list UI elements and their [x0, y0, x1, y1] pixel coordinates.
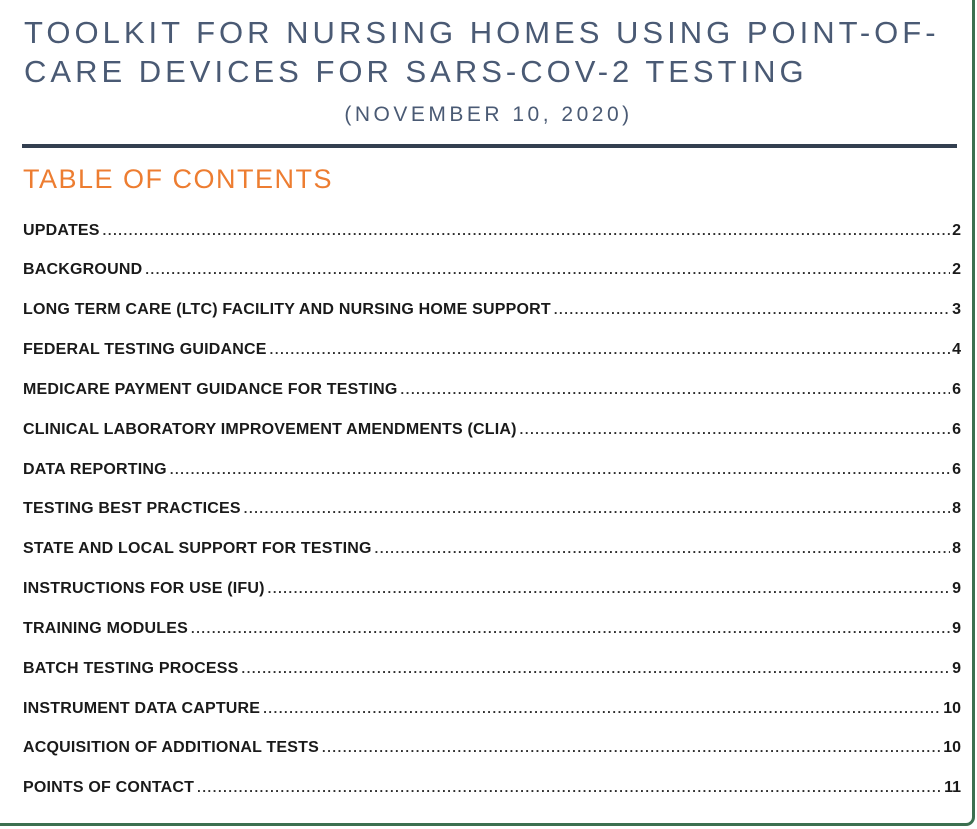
toc-dot-leader: ........................................…	[321, 740, 941, 756]
toc-entry-page: 10	[943, 739, 961, 757]
toc-entry-label: BACKGROUND	[23, 261, 143, 279]
toc-entry-label: TESTING BEST PRACTICES	[23, 500, 241, 518]
toc-entry-page: 10	[943, 699, 961, 717]
toc-entry-page: 8	[952, 540, 961, 558]
document-title: TOOLKIT FOR NURSING HOMES USING POINT-OF…	[24, 13, 961, 91]
toc-entry[interactable]: FEDERAL TESTING GUIDANCE ...............…	[23, 330, 961, 370]
toc-dot-leader: ........................................…	[102, 222, 950, 238]
toc-entry[interactable]: BATCH TESTING PROCESS ..................…	[23, 649, 961, 689]
toc-entry[interactable]: INSTRUCTIONS FOR USE (IFU) .............…	[23, 569, 961, 609]
toc-entry-label: TRAINING MODULES	[23, 619, 188, 637]
toc-entry-label: ACQUISITION OF ADDITIONAL TESTS	[23, 739, 319, 757]
toc-dot-leader: ........................................…	[190, 620, 951, 636]
toc-entry-label: UPDATES	[23, 221, 100, 239]
toc-entry-label: INSTRUCTIONS FOR USE (IFU)	[23, 580, 265, 598]
toc-entry[interactable]: TESTING BEST PRACTICES .................…	[23, 489, 961, 529]
toc-dot-leader: ........................................…	[241, 660, 951, 676]
toc-entry-label: STATE AND LOCAL SUPPORT FOR TESTING	[23, 540, 372, 558]
toc-dot-leader: ........................................…	[197, 780, 943, 796]
document-title-line-1: TOOLKIT FOR NURSING HOMES USING POINT-OF…	[24, 15, 940, 50]
toc-dot-leader: ........................................…	[263, 700, 941, 716]
toc-entry[interactable]: MEDICARE PAYMENT GUIDANCE FOR TESTING ..…	[23, 370, 961, 410]
toc-heading: TABLE OF CONTENTS	[23, 163, 334, 194]
toc-entry-label: LONG TERM CARE (LTC) FACILITY AND NURSIN…	[23, 301, 551, 319]
table-of-contents: UPDATES ................................…	[23, 211, 961, 809]
toc-entry-page: 2	[952, 221, 961, 239]
toc-dot-leader: ........................................…	[519, 421, 950, 437]
document-date-subtitle: (NOVEMBER 10, 2020)	[344, 103, 633, 126]
toc-entry-page: 6	[952, 460, 961, 478]
toc-entry-label: POINTS OF CONTACT	[23, 779, 195, 797]
toc-dot-leader: ........................................…	[243, 501, 950, 517]
toc-entry-label: FEDERAL TESTING GUIDANCE	[23, 341, 267, 359]
toc-dot-leader: ........................................…	[553, 302, 950, 318]
toc-entry-page: 11	[944, 779, 961, 797]
toc-entry[interactable]: UPDATES ................................…	[23, 211, 961, 251]
toc-entry[interactable]: ACQUISITION OF ADDITIONAL TESTS ........…	[23, 728, 961, 768]
toc-dot-leader: ........................................…	[169, 461, 951, 477]
toc-entry-page: 8	[952, 500, 961, 518]
toc-entry[interactable]: STATE AND LOCAL SUPPORT FOR TESTING ....…	[23, 529, 961, 569]
toc-dot-leader: ........................................…	[269, 342, 951, 358]
toc-entry-page: 9	[952, 659, 961, 677]
title-divider-rule	[22, 144, 957, 148]
toc-entry-label: BATCH TESTING PROCESS	[23, 659, 239, 677]
toc-entry[interactable]: INSTRUMENT DATA CAPTURE ................…	[23, 689, 961, 729]
toc-dot-leader: ........................................…	[145, 262, 950, 278]
toc-entry-page: 6	[952, 380, 961, 398]
toc-entry-page: 6	[952, 420, 961, 438]
document-title-line-2: CARE DEVICES FOR SARS-COV-2 TESTING	[24, 54, 808, 89]
toc-entry-page: 9	[952, 580, 961, 598]
toc-dot-leader: ........................................…	[400, 381, 951, 397]
toc-entry-page: 2	[952, 261, 961, 279]
toc-entry-label: DATA REPORTING	[23, 460, 167, 478]
toc-entry-page: 9	[952, 619, 961, 637]
toc-entry-label: MEDICARE PAYMENT GUIDANCE FOR TESTING	[23, 380, 398, 398]
toc-entry[interactable]: DATA REPORTING .........................…	[23, 450, 961, 490]
toc-entry-label: CLINICAL LABORATORY IMPROVEMENT AMENDMEN…	[23, 420, 517, 438]
toc-entry-page: 3	[952, 301, 961, 319]
toc-entry-label: INSTRUMENT DATA CAPTURE	[23, 699, 261, 717]
toc-entry[interactable]: LONG TERM CARE (LTC) FACILITY AND NURSIN…	[23, 290, 961, 330]
toc-entry[interactable]: BACKGROUND .............................…	[23, 250, 961, 290]
toc-entry[interactable]: TRAINING MODULES .......................…	[23, 609, 961, 649]
toc-dot-leader: ........................................…	[374, 541, 950, 557]
toc-entry-page: 4	[952, 341, 961, 359]
toc-dot-leader: ........................................…	[267, 581, 951, 597]
toc-entry[interactable]: POINTS OF CONTACT ......................…	[23, 768, 961, 808]
toc-entry[interactable]: CLINICAL LABORATORY IMPROVEMENT AMENDMEN…	[23, 410, 961, 450]
